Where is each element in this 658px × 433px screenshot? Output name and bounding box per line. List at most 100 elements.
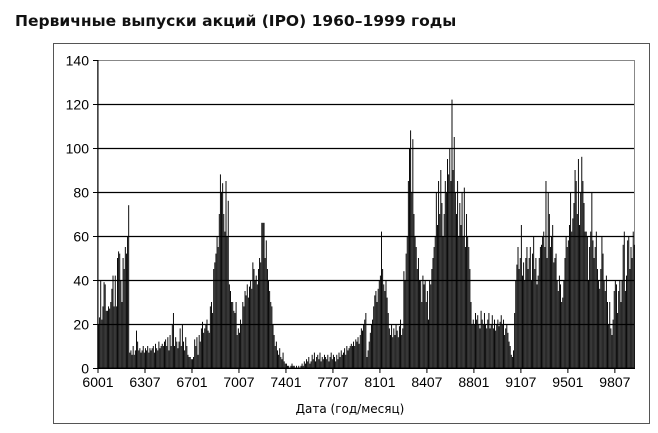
- bar: [301, 363, 303, 368]
- bar: [441, 203, 443, 368]
- bar: [209, 306, 211, 368]
- bar: [472, 319, 474, 368]
- bar: [204, 328, 206, 368]
- bar: [261, 222, 263, 368]
- bar: [317, 354, 319, 368]
- x-tick-label: 9501: [552, 374, 583, 390]
- bar: [607, 302, 608, 368]
- bar: [555, 253, 557, 368]
- bar: [134, 350, 136, 368]
- bar: [257, 269, 259, 368]
- bar: [492, 328, 494, 368]
- bar: [172, 313, 174, 368]
- bar: [444, 181, 446, 368]
- bar: [468, 247, 470, 368]
- bar: [537, 275, 539, 368]
- bar: [228, 284, 230, 368]
- bar: [620, 302, 622, 368]
- bar: [598, 280, 600, 368]
- bar: [580, 192, 582, 368]
- chart-frame: [53, 43, 650, 424]
- bar: [274, 346, 276, 368]
- bar: [120, 280, 122, 368]
- bar: [610, 328, 612, 368]
- bar: [355, 339, 357, 368]
- bar: [198, 335, 200, 368]
- bar: [439, 214, 441, 368]
- bar: [440, 170, 442, 368]
- bar: [199, 341, 201, 368]
- bar: [554, 258, 556, 368]
- bar: [623, 231, 625, 368]
- bar: [337, 359, 339, 368]
- bar: [343, 352, 344, 368]
- bar: [556, 280, 558, 368]
- bar: [175, 337, 177, 368]
- bar: [227, 200, 229, 368]
- bar: [501, 324, 503, 368]
- bar: [247, 297, 249, 368]
- bar: [140, 352, 142, 368]
- bar: [393, 328, 395, 368]
- bar: [206, 319, 208, 368]
- bar: [210, 302, 212, 368]
- bar: [339, 357, 341, 368]
- bar: [426, 291, 428, 368]
- bar: [470, 302, 472, 368]
- bar: [459, 203, 461, 368]
- bar: [251, 288, 253, 368]
- bar: [378, 280, 380, 368]
- bar: [462, 236, 464, 368]
- bar: [119, 253, 121, 368]
- bar: [275, 341, 277, 368]
- bar: [548, 214, 550, 368]
- bar: [406, 236, 408, 368]
- bar: [431, 269, 433, 368]
- bar: [139, 348, 141, 368]
- bar: [128, 205, 130, 368]
- bar: [612, 319, 614, 368]
- bar: [457, 181, 459, 368]
- bar: [374, 295, 376, 368]
- bar: [618, 291, 620, 368]
- bar: [245, 295, 247, 368]
- bar: [423, 284, 425, 368]
- bar: [405, 253, 407, 368]
- bar: [345, 354, 347, 368]
- x-tick-label: 7401: [270, 374, 301, 390]
- bar: [410, 130, 412, 368]
- bar: [417, 258, 419, 368]
- bar: [409, 148, 410, 368]
- bar: [309, 363, 311, 368]
- bar: [609, 302, 611, 368]
- bar: [167, 337, 169, 368]
- x-tick-label: 7707: [317, 374, 348, 390]
- bar: [584, 231, 586, 368]
- bar: [499, 321, 501, 368]
- bar: [524, 280, 526, 368]
- x-tick-label: 6701: [176, 374, 207, 390]
- bar: [288, 365, 290, 368]
- gridlines: [98, 103, 635, 326]
- bar: [225, 181, 227, 368]
- bar: [422, 275, 424, 368]
- bar: [282, 352, 284, 368]
- bar: [241, 324, 243, 368]
- bar: [435, 192, 437, 368]
- bar: [99, 317, 101, 368]
- bar: [528, 258, 530, 368]
- bar: [363, 324, 365, 368]
- bar: [491, 315, 493, 368]
- bar: [290, 365, 292, 368]
- bar: [383, 284, 385, 368]
- bar: [124, 247, 126, 368]
- bar: [532, 253, 534, 368]
- bar: [149, 348, 151, 368]
- bar: [143, 352, 145, 368]
- bar: [367, 350, 369, 368]
- bar: [236, 335, 238, 368]
- bar: [293, 365, 295, 368]
- bar: [230, 291, 231, 368]
- bar: [593, 258, 595, 368]
- bar: [164, 341, 165, 368]
